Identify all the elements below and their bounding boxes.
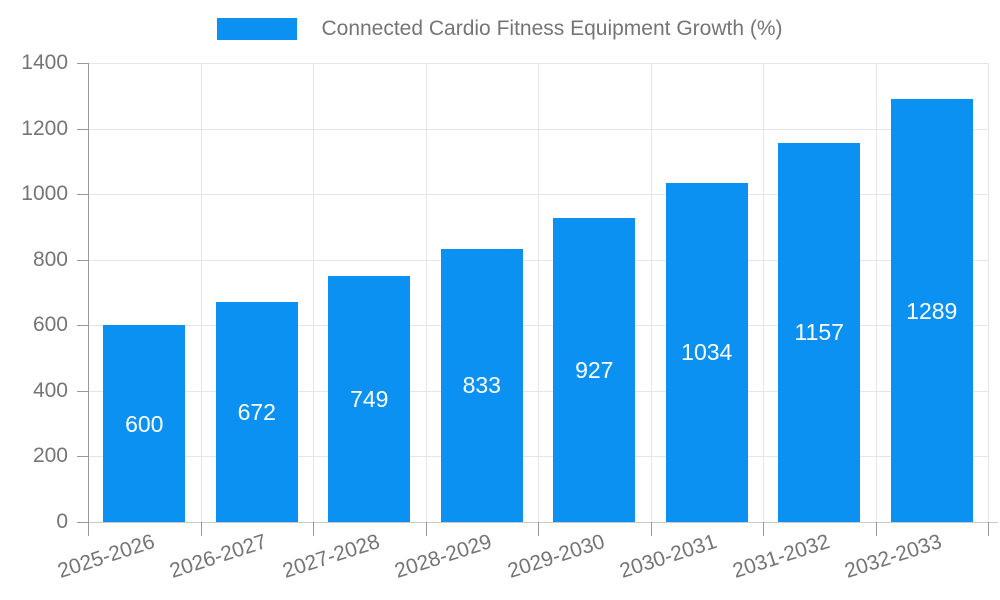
- bar-value-label: 749: [350, 386, 389, 413]
- bar[interactable]: [103, 325, 186, 522]
- x-tick-label: 2027-2028: [279, 530, 383, 583]
- bar[interactable]: [778, 142, 861, 522]
- y-axis-tick: [77, 128, 88, 130]
- bar-value-label: 1157: [794, 319, 844, 346]
- y-tick-label: 0: [56, 510, 68, 533]
- gridline-vertical: [313, 63, 314, 522]
- bar-value-label: 927: [575, 357, 614, 384]
- y-axis-tick: [77, 522, 88, 523]
- x-tick-label: 2029-2030: [504, 530, 608, 583]
- x-tick-label: 2030-2031: [617, 530, 720, 583]
- gridline-vertical: [650, 63, 652, 522]
- bar-value-label: 833: [462, 372, 501, 399]
- bar[interactable]: [553, 218, 636, 522]
- y-tick-label: 1400: [21, 51, 68, 74]
- y-axis-tick: [77, 456, 88, 458]
- gridline-vertical: [988, 63, 989, 522]
- y-axis-tick: [77, 194, 88, 196]
- bar-value-label: 1034: [681, 339, 733, 366]
- bar[interactable]: [328, 276, 411, 522]
- y-axis-tick: [77, 325, 88, 327]
- y-tick-label: 400: [32, 378, 68, 402]
- x-axis-tick: [538, 522, 539, 536]
- x-axis-tick: [988, 522, 989, 536]
- y-axis-line: [88, 63, 89, 522]
- x-tick-label: 2031-2032: [729, 530, 833, 583]
- x-axis-tick: [763, 522, 764, 536]
- gridline-vertical: [763, 63, 764, 522]
- x-tick-label: 2025-2026: [54, 530, 158, 583]
- bar[interactable]: [215, 301, 298, 522]
- y-tick-label: 1000: [21, 182, 68, 206]
- x-axis-line: [88, 522, 998, 523]
- bar[interactable]: [890, 99, 973, 522]
- y-tick-label: 600: [32, 313, 68, 337]
- bar[interactable]: [665, 182, 748, 522]
- legend[interactable]: Connected Cardio Fitness Equipment Growt…: [0, 17, 1000, 41]
- y-axis-tick: [77, 63, 88, 64]
- y-tick-label: 1200: [21, 116, 68, 140]
- gridline-vertical: [425, 63, 427, 522]
- gridline-vertical: [875, 63, 877, 522]
- x-axis-tick: [313, 522, 314, 536]
- x-axis-tick: [875, 522, 877, 536]
- x-axis-tick: [200, 522, 202, 536]
- gridline-vertical: [200, 63, 202, 522]
- y-tick-label: 800: [32, 247, 68, 271]
- bar-value-label: 672: [237, 398, 276, 425]
- x-axis-tick: [425, 522, 427, 536]
- x-tick-label: 2032-2033: [842, 530, 945, 583]
- legend-label: Connected Cardio Fitness Equipment Growt…: [321, 17, 783, 40]
- x-tick-label: 2028-2029: [392, 530, 495, 583]
- y-tick-label: 200: [32, 444, 68, 468]
- legend-swatch-icon: [217, 18, 298, 40]
- x-axis-tick: [88, 522, 89, 536]
- x-tick-label: 2026-2027: [167, 530, 270, 583]
- bar-value-label: 1289: [906, 297, 958, 324]
- gridline-vertical: [538, 63, 539, 522]
- bar[interactable]: [440, 248, 523, 522]
- bar-value-label: 600: [125, 410, 164, 437]
- x-axis-tick: [650, 522, 652, 536]
- y-axis-tick: [77, 259, 88, 261]
- y-axis-tick: [77, 390, 88, 392]
